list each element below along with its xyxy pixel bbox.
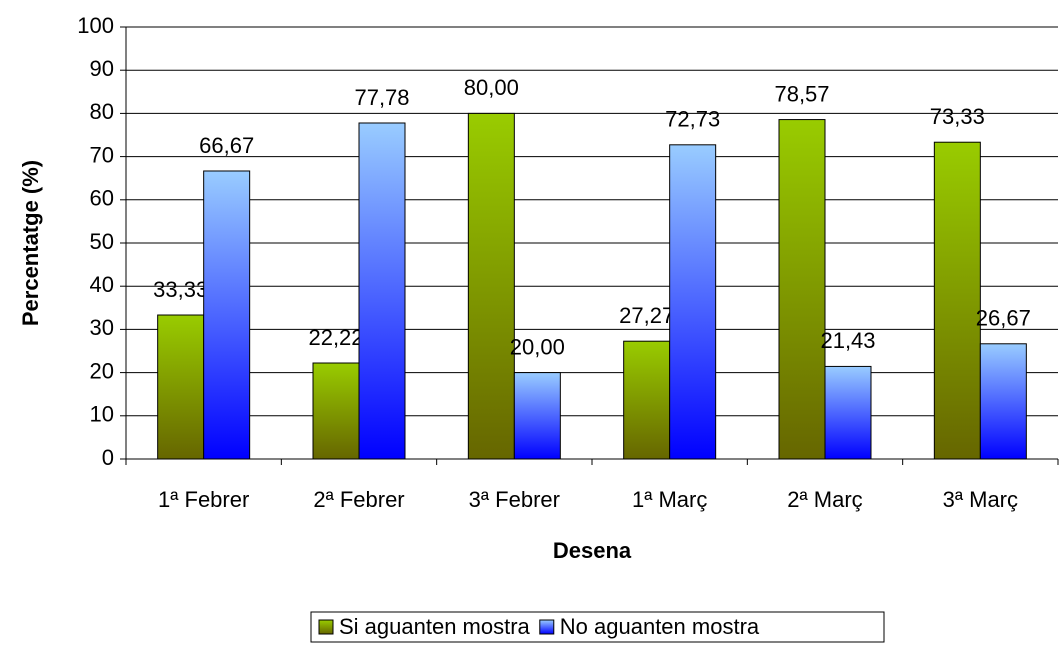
bar — [312, 362, 360, 460]
x-tick-label: 3ª Març — [943, 487, 1018, 512]
y-tick-label: 20 — [90, 358, 114, 383]
bar — [669, 144, 717, 460]
value-label: 78,57 — [774, 81, 829, 106]
legend-box — [310, 611, 885, 643]
x-axis-title: Desena — [553, 538, 632, 563]
bar — [979, 343, 1027, 460]
bar — [623, 340, 671, 460]
y-tick-label: 30 — [90, 315, 114, 340]
value-label: 20,00 — [510, 334, 565, 359]
value-label: 66,67 — [199, 133, 254, 158]
x-tick-label: 2ª Febrer — [313, 487, 404, 512]
x-tick-label: 3ª Febrer — [469, 487, 560, 512]
bar — [467, 112, 515, 460]
x-tick-label: 2ª Març — [787, 487, 862, 512]
bar — [157, 314, 205, 460]
legend-label: No aguanten mostra — [560, 614, 760, 639]
value-label: 21,43 — [820, 328, 875, 353]
legend-swatch — [318, 619, 334, 635]
bar — [824, 365, 872, 460]
y-tick-label: 50 — [90, 229, 114, 254]
y-tick-label: 90 — [90, 56, 114, 81]
bar — [513, 372, 561, 460]
value-label: 72,73 — [665, 107, 720, 132]
legend-swatch — [539, 619, 555, 635]
x-tick-label: 1ª Març — [632, 487, 707, 512]
legend-label: Si aguanten mostra — [339, 614, 531, 639]
value-label: 73,33 — [930, 104, 985, 129]
y-tick-label: 0 — [102, 445, 114, 470]
y-tick-label: 10 — [90, 402, 114, 427]
value-label: 27,27 — [619, 303, 674, 328]
value-label: 33,33 — [153, 277, 208, 302]
value-label: 77,78 — [354, 85, 409, 110]
value-label: 80,00 — [464, 75, 519, 100]
bar — [203, 170, 251, 460]
bar — [358, 122, 406, 460]
y-tick-label: 40 — [90, 272, 114, 297]
x-tick-label: 1ª Febrer — [158, 487, 249, 512]
value-label: 22,22 — [308, 325, 363, 350]
bar — [778, 119, 826, 460]
y-tick-label: 60 — [90, 186, 114, 211]
y-tick-label: 70 — [90, 142, 114, 167]
y-tick-label: 80 — [90, 99, 114, 124]
y-axis-title: Percentatge (%) — [18, 160, 43, 326]
y-tick-label: 100 — [77, 13, 114, 38]
value-label: 26,67 — [976, 306, 1031, 331]
bar — [933, 141, 981, 460]
